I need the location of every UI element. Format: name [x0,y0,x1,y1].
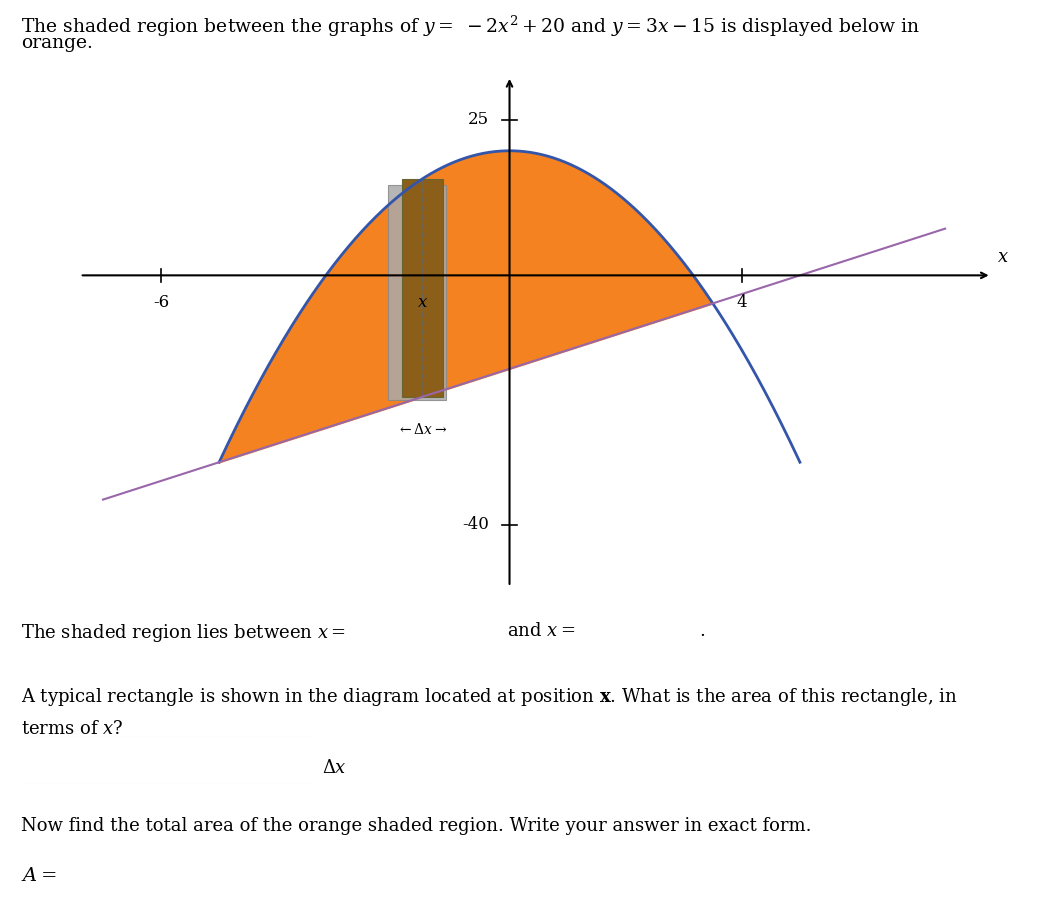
Text: $x$: $x$ [417,294,428,311]
Text: 4: 4 [736,294,748,311]
Text: The shaded region lies between $x = $: The shaded region lies between $x = $ [21,622,346,644]
Text: -40: -40 [463,516,489,533]
Bar [402,179,442,397]
Text: -6: -6 [153,294,169,311]
FancyBboxPatch shape [75,868,322,908]
Text: $.\ $: $.\ $ [699,622,705,640]
FancyBboxPatch shape [13,735,325,785]
FancyBboxPatch shape [588,628,699,684]
Text: 25: 25 [468,111,489,128]
Text: A typical rectangle is shown in the diagram located at position $\mathbf{x}$. Wh: A typical rectangle is shown in the diag… [21,686,958,707]
Text: $\leftarrow \Delta x \rightarrow$: $\leftarrow \Delta x \rightarrow$ [397,421,448,437]
Bar [388,184,446,400]
Text: $x$: $x$ [998,248,1010,266]
Text: terms of $x$?: terms of $x$? [21,720,124,738]
FancyBboxPatch shape [413,628,508,684]
Text: $\Delta x$: $\Delta x$ [322,759,347,777]
Text: $A = $: $A = $ [21,867,57,885]
Text: Now find the total area of the orange shaded region. Write your answer in exact : Now find the total area of the orange sh… [21,817,812,835]
Text: The shaded region between the graphs of $y =\ -2x^2 + 20$ and $y = 3x - 15$ is d: The shaded region between the graphs of … [21,14,921,39]
Text: orange.: orange. [21,34,93,52]
Text: and $x = $: and $x = $ [507,622,576,640]
